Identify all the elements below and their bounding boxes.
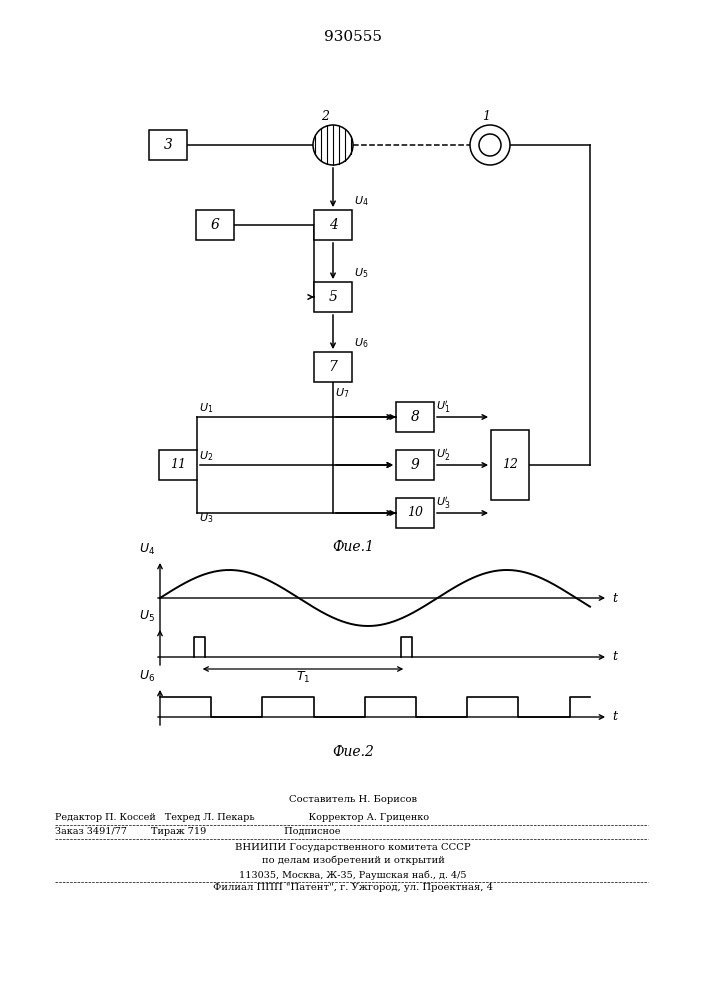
Text: 7: 7 [329,360,337,374]
Text: $U_1$: $U_1$ [199,401,214,415]
Bar [149,130,187,160]
Bar [491,430,529,500]
Text: 9: 9 [411,458,419,472]
Text: 4: 4 [329,218,337,232]
Bar [396,498,434,528]
Text: 5: 5 [329,290,337,304]
Text: Фие.2: Фие.2 [332,745,374,759]
Text: 10: 10 [407,506,423,520]
Bar [159,450,197,480]
Text: $U_5$: $U_5$ [139,609,155,624]
Circle shape [479,134,501,156]
Bar [396,402,434,432]
Text: $U_7$: $U_7$ [335,386,349,400]
Text: $U_6$: $U_6$ [354,336,368,350]
Text: 2: 2 [321,110,329,123]
Text: по делам изобретений и открытий: по делам изобретений и открытий [262,855,445,865]
Text: 3: 3 [163,138,173,152]
Text: 930555: 930555 [324,30,382,44]
Text: $U_2$: $U_2$ [199,449,214,463]
Text: 113035, Москва, Ж-35, Раушская наб., д. 4/5: 113035, Москва, Ж-35, Раушская наб., д. … [239,870,467,880]
Text: ВНИИПИ Государственного комитета СССР: ВНИИПИ Государственного комитета СССР [235,842,471,852]
Text: $T_1$: $T_1$ [296,670,310,685]
Text: t: t [612,710,617,724]
Text: Фие.1: Фие.1 [332,540,374,554]
Text: Редактор П. Коссей   Техред Л. Пекарь                  Корректор А. Гриценко: Редактор П. Коссей Техред Л. Пекарь Корр… [55,814,429,822]
Text: 8: 8 [411,410,419,424]
Text: $U_3$: $U_3$ [199,511,214,525]
Text: $U_4$: $U_4$ [139,542,155,557]
Bar [314,210,352,240]
Circle shape [470,125,510,165]
Text: Филиал ППП "Патент", г. Ужгород, ул. Проектная, 4: Филиал ППП "Патент", г. Ужгород, ул. Про… [213,884,493,892]
Text: 12: 12 [502,458,518,472]
Text: $U_2'$: $U_2'$ [436,447,450,463]
Text: $U_6$: $U_6$ [139,669,155,684]
Bar [314,282,352,312]
Text: 6: 6 [211,218,219,232]
Text: $U_3'$: $U_3'$ [436,495,450,511]
Text: $U_1'$: $U_1'$ [436,399,450,415]
Text: $U_5$: $U_5$ [354,266,368,280]
Circle shape [313,125,353,165]
Text: 1: 1 [482,110,490,123]
Text: $U_4$: $U_4$ [354,194,368,208]
Text: t: t [612,591,617,604]
Text: Составитель Н. Борисов: Составитель Н. Борисов [289,796,417,804]
Bar [196,210,234,240]
Text: Заказ 3491/77        Тираж 719                          Подписное: Заказ 3491/77 Тираж 719 Подписное [55,828,341,836]
Bar [314,352,352,382]
Text: t: t [612,650,617,664]
Text: 11: 11 [170,458,186,472]
Bar [396,450,434,480]
